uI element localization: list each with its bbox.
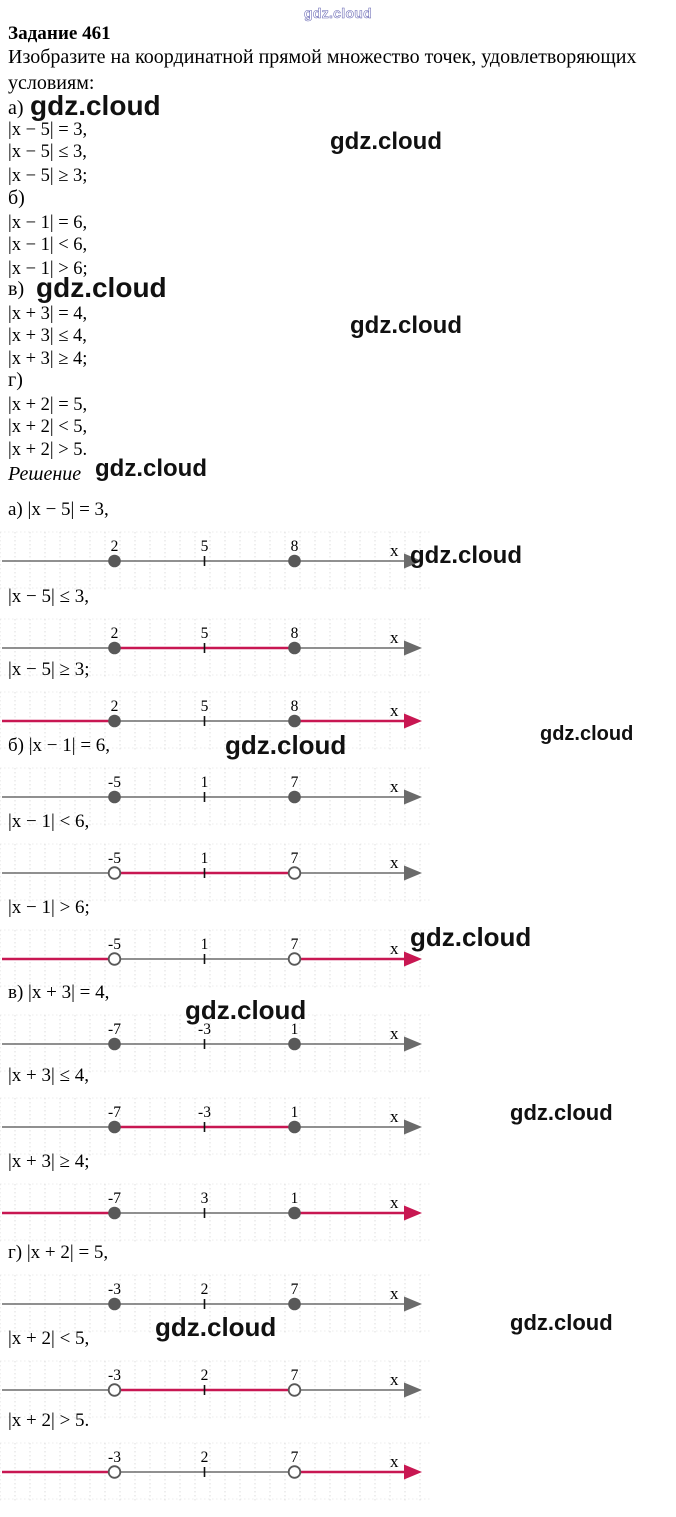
svg-text:x: x (390, 939, 399, 958)
svg-text:x: x (390, 1284, 399, 1303)
svg-text:x: x (390, 1024, 399, 1043)
svg-text:-3: -3 (108, 1281, 121, 1298)
svg-text:2: 2 (201, 1449, 209, 1466)
svg-text:x: x (390, 541, 399, 560)
svg-text:5: 5 (201, 625, 209, 642)
svg-text:1: 1 (291, 1104, 299, 1121)
svg-text:-3: -3 (108, 1367, 121, 1384)
svg-text:-5: -5 (108, 936, 121, 953)
svg-text:2: 2 (111, 698, 119, 715)
svg-text:-3: -3 (198, 1104, 211, 1121)
svg-text:2: 2 (201, 1367, 209, 1384)
svg-text:x: x (390, 1370, 399, 1389)
svg-text:5: 5 (201, 538, 209, 555)
svg-text:2: 2 (201, 1281, 209, 1298)
svg-text:1: 1 (201, 850, 209, 867)
svg-text:3: 3 (201, 1190, 209, 1207)
svg-text:8: 8 (291, 538, 299, 555)
svg-text:1: 1 (201, 774, 209, 791)
svg-text:x: x (390, 628, 399, 647)
svg-text:8: 8 (291, 625, 299, 642)
svg-text:-7: -7 (108, 1021, 121, 1038)
svg-text:x: x (390, 777, 399, 796)
svg-text:2: 2 (111, 625, 119, 642)
svg-text:7: 7 (291, 1449, 299, 1466)
svg-text:x: x (390, 1107, 399, 1126)
svg-text:2: 2 (111, 538, 119, 555)
svg-text:x: x (390, 853, 399, 872)
svg-text:-7: -7 (108, 1190, 121, 1207)
svg-text:7: 7 (291, 936, 299, 953)
svg-text:8: 8 (291, 698, 299, 715)
svg-text:-5: -5 (108, 850, 121, 867)
svg-text:x: x (390, 1452, 399, 1471)
svg-text:-5: -5 (108, 774, 121, 791)
svg-text:5: 5 (201, 698, 209, 715)
svg-text:7: 7 (291, 1367, 299, 1384)
svg-text:x: x (390, 701, 399, 720)
svg-text:7: 7 (291, 774, 299, 791)
svg-text:1: 1 (201, 936, 209, 953)
svg-text:x: x (390, 1193, 399, 1212)
svg-text:7: 7 (291, 1281, 299, 1298)
svg-text:1: 1 (291, 1190, 299, 1207)
svg-text:-3: -3 (108, 1449, 121, 1466)
svg-text:-7: -7 (108, 1104, 121, 1121)
svg-text:7: 7 (291, 850, 299, 867)
